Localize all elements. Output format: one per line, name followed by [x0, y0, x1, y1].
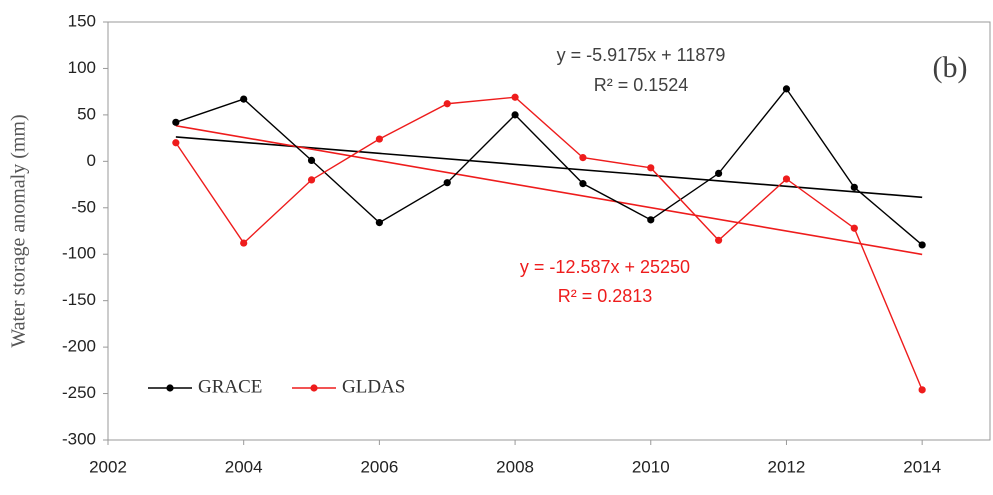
point — [375, 135, 383, 143]
point — [782, 175, 791, 183]
point — [782, 85, 791, 93]
point — [307, 156, 316, 165]
legend-marker — [166, 384, 174, 392]
annotation: (b) — [933, 51, 968, 84]
x-tick-label: 2014 — [903, 457, 941, 476]
point — [240, 239, 248, 247]
point — [172, 118, 180, 126]
point — [715, 236, 723, 244]
legend-label: GRACE — [198, 376, 262, 397]
series-line — [175, 87, 923, 246]
point — [579, 154, 587, 162]
plot-frame — [107, 21, 991, 441]
x-tick-label: 2006 — [360, 457, 398, 476]
point — [511, 111, 519, 119]
y-tick-label: -300 — [62, 429, 96, 448]
y-tick-label: 50 — [77, 104, 96, 123]
point — [647, 164, 655, 172]
point — [172, 139, 180, 147]
legend-marker — [310, 384, 318, 392]
point — [443, 100, 451, 108]
y-tick-label: 100 — [68, 58, 96, 77]
x-tick-label: 2010 — [632, 457, 670, 476]
point — [579, 180, 587, 188]
annotation: R² = 0.1524 — [594, 75, 689, 95]
point — [715, 169, 723, 178]
trend-line — [175, 124, 923, 256]
point — [918, 241, 926, 249]
x-tick-label: 2002 — [89, 457, 127, 476]
point — [307, 176, 316, 184]
series-line — [175, 96, 923, 391]
point — [375, 219, 383, 227]
annotation: R² = 0.2813 — [558, 286, 653, 306]
point — [511, 93, 519, 101]
x-tick-label: 2012 — [768, 457, 806, 476]
point — [443, 179, 451, 187]
y-tick-label: -250 — [62, 383, 96, 402]
y-tick-label: -150 — [62, 290, 96, 309]
point — [918, 386, 926, 394]
point — [850, 183, 858, 191]
y-tick-label: 150 — [68, 11, 96, 30]
annotation: y = -5.9175x + 11879 — [557, 45, 726, 65]
legend-label: GLDAS — [342, 376, 405, 397]
trend-line — [175, 136, 923, 199]
y-tick-label: 0 — [87, 151, 96, 170]
y-tick-label: -50 — [71, 197, 96, 216]
y-axis-label: Water storage anomaly (mm) — [8, 114, 30, 347]
y-tick-label: -200 — [62, 337, 96, 356]
point — [850, 224, 858, 232]
x-tick-label: 2008 — [496, 457, 534, 476]
annotation: y = -12.587x + 25250 — [520, 257, 690, 277]
x-tick-label: 2004 — [225, 457, 263, 476]
point — [647, 216, 655, 224]
y-tick-label: -100 — [62, 244, 96, 263]
point — [240, 95, 248, 103]
